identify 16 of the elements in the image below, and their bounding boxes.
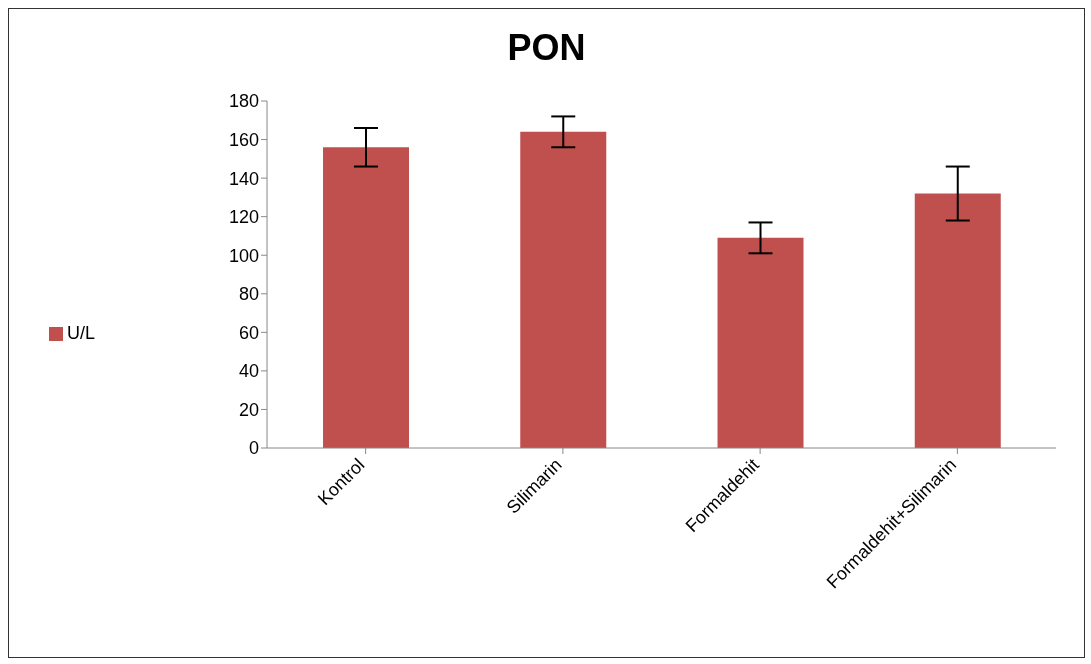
- bar: [914, 193, 1001, 448]
- y-tick-label: 140: [228, 168, 260, 189]
- bar: [520, 131, 607, 448]
- y-tick-label: 100: [228, 245, 260, 266]
- y-tick-label: 40: [238, 361, 260, 382]
- y-tick-label: 20: [238, 399, 260, 420]
- y-tick-label: 80: [238, 284, 260, 305]
- bar: [323, 147, 410, 448]
- chart-title: PON: [506, 27, 587, 69]
- y-tick-label: 0: [249, 438, 260, 459]
- y-tick-label: 160: [228, 129, 260, 150]
- y-tick-label: 60: [238, 322, 260, 343]
- bar: [717, 237, 804, 448]
- y-tick-label: 120: [228, 207, 260, 228]
- y-tick-label: 180: [228, 91, 260, 112]
- legend-label: U/L: [67, 322, 96, 343]
